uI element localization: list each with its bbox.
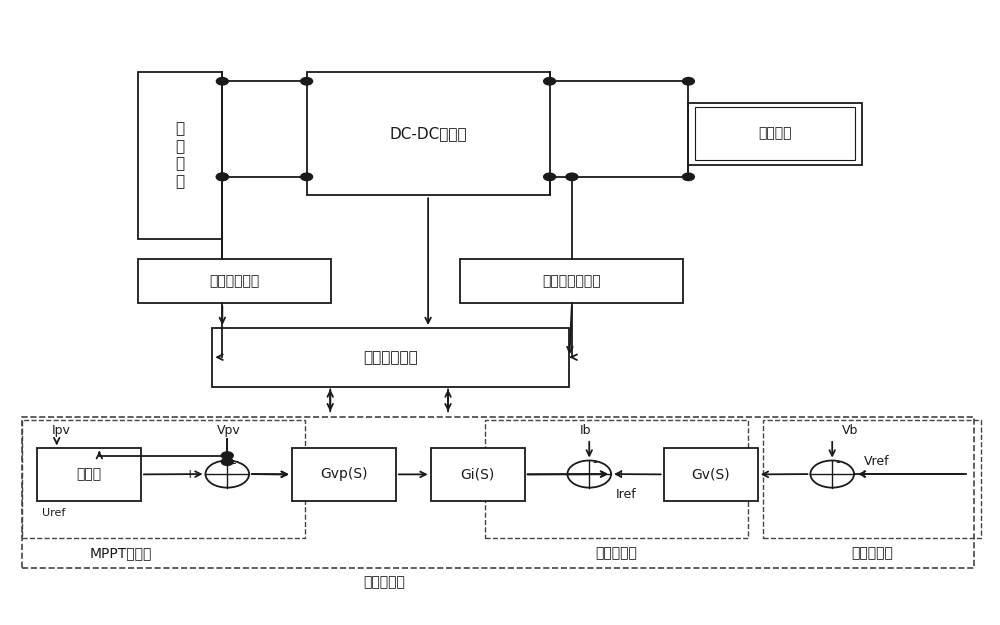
- Text: Vb: Vb: [842, 424, 858, 437]
- Circle shape: [544, 78, 556, 85]
- Bar: [138, 72, 222, 239]
- Bar: [460, 259, 683, 303]
- Bar: [22, 421, 305, 538]
- Circle shape: [682, 78, 694, 85]
- Text: 光
伏
阵
列: 光 伏 阵 列: [176, 122, 185, 189]
- Bar: [37, 448, 141, 501]
- Text: Uref: Uref: [42, 508, 65, 518]
- Text: -: -: [835, 456, 840, 469]
- Text: 光伏采样电路: 光伏采样电路: [210, 274, 260, 288]
- Bar: [22, 418, 974, 568]
- Text: Gv(S): Gv(S): [691, 468, 730, 481]
- Bar: [292, 448, 396, 501]
- Text: Gvp(S): Gvp(S): [320, 468, 368, 481]
- Text: DC-DC变换器: DC-DC变换器: [389, 126, 467, 141]
- Text: +: +: [616, 468, 627, 481]
- Bar: [763, 421, 981, 538]
- Circle shape: [221, 458, 233, 466]
- Text: Ipv: Ipv: [52, 424, 71, 437]
- Text: Vref: Vref: [864, 455, 890, 468]
- Text: MPPT控制环: MPPT控制环: [90, 546, 152, 560]
- Bar: [485, 421, 748, 538]
- Circle shape: [566, 173, 578, 181]
- Bar: [138, 259, 331, 303]
- Text: Iref: Iref: [616, 488, 637, 501]
- Text: 蓄电池组: 蓄电池组: [758, 127, 792, 141]
- Circle shape: [216, 173, 228, 181]
- Text: 电压控制环: 电压控制环: [851, 546, 893, 560]
- Circle shape: [216, 78, 228, 85]
- Circle shape: [301, 78, 313, 85]
- Text: -: -: [231, 457, 236, 470]
- Text: +: +: [185, 468, 196, 481]
- Text: 运算器: 运算器: [76, 468, 102, 481]
- Bar: [688, 103, 862, 164]
- Text: 电流控制环: 电流控制环: [596, 546, 637, 560]
- Circle shape: [221, 452, 233, 459]
- Circle shape: [216, 173, 228, 181]
- Text: -: -: [592, 456, 597, 469]
- Circle shape: [544, 173, 556, 181]
- Text: +: +: [859, 468, 870, 481]
- Text: 充电控制器: 充电控制器: [363, 575, 405, 589]
- Text: Vpv: Vpv: [217, 424, 241, 437]
- Text: Ib: Ib: [579, 424, 591, 437]
- Circle shape: [301, 173, 313, 181]
- Bar: [431, 448, 525, 501]
- Circle shape: [682, 173, 694, 181]
- Text: 中央控制单元: 中央控制单元: [364, 350, 418, 365]
- Bar: [664, 448, 758, 501]
- Bar: [307, 72, 550, 196]
- Text: Gi(S): Gi(S): [461, 468, 495, 481]
- Bar: [212, 328, 569, 386]
- Bar: [695, 107, 855, 160]
- Text: 蓄电池采样电路: 蓄电池采样电路: [543, 274, 601, 288]
